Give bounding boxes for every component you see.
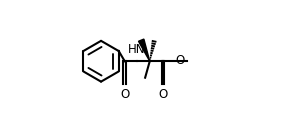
Text: O: O [158, 88, 168, 101]
Text: O: O [175, 54, 184, 67]
Polygon shape [139, 39, 150, 61]
Text: HN: HN [128, 43, 145, 56]
Text: O: O [120, 88, 129, 101]
